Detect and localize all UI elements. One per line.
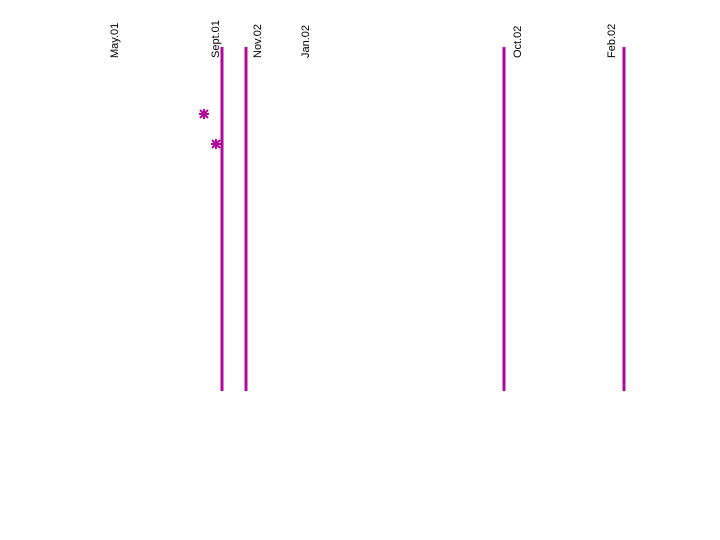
date-label: Jan.02 [300,25,312,58]
star-marker [199,109,209,119]
date-label: May.01 [109,23,121,58]
date-label: Feb.02 [606,24,618,58]
date-label: Nov.02 [252,24,264,58]
date-label: Oct.02 [512,26,524,58]
date-label: Sept.01 [210,20,222,58]
star-marker [211,139,221,149]
